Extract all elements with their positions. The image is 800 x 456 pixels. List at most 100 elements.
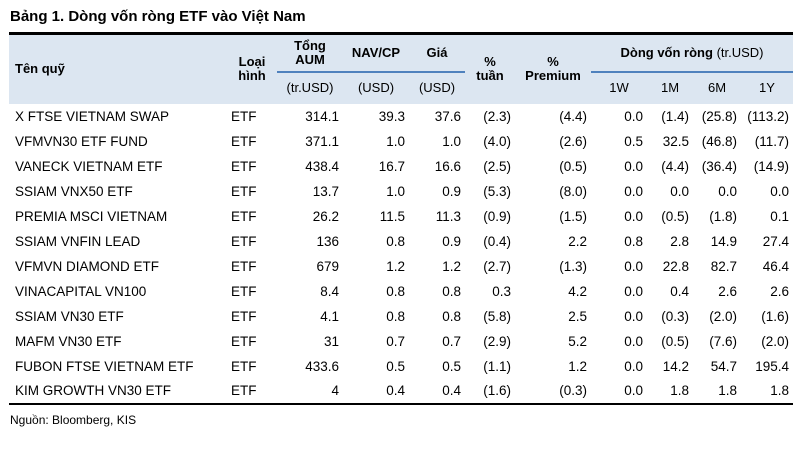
week-change-cell: (2.3) (483, 108, 511, 124)
week-change-cell: (4.0) (483, 133, 511, 149)
price-cell: 11.3 (435, 208, 461, 224)
flow-1w-cell: 0.0 (624, 283, 643, 299)
nav-cell: 1.0 (386, 133, 405, 149)
fund-name-cell: VANECK VIETNAM ETF (15, 158, 163, 174)
flow-6m-cell: 2.6 (718, 283, 737, 299)
flow-6m-cell: 82.7 (710, 258, 737, 274)
nav-cell: 0.8 (386, 283, 405, 299)
table-row: FUBON FTSE VIETNAM ETF ETF 433.6 0.5 0.5… (9, 354, 793, 379)
col-header-week-line2: tuần (476, 68, 504, 84)
premium-cell: 5.2 (568, 333, 587, 349)
flow-1m-cell: (0.5) (661, 208, 689, 224)
flow-6m-cell: (2.0) (709, 308, 737, 324)
price-cell: 1.2 (442, 258, 461, 274)
table-row: X FTSE VIETNAM SWAP ETF 314.1 39.3 37.6 … (9, 104, 793, 129)
flow-1m-cell: (4.4) (661, 158, 689, 174)
flow-6m-cell: 54.7 (710, 358, 737, 374)
col-header-aum: Tổng AUM (277, 33, 343, 73)
premium-cell: (2.6) (559, 133, 587, 149)
flow-1m-cell: (1.4) (661, 108, 689, 124)
flow-1y-cell: 2.6 (770, 283, 790, 299)
fund-name-cell: MAFM VN30 ETF (15, 333, 122, 349)
col-subheader-price-unit: (USD) (409, 71, 465, 104)
col-header-net-flow-label: Dòng vốn ròng (620, 44, 713, 60)
premium-cell: (0.3) (559, 383, 587, 398)
nav-cell: 11.5 (379, 208, 405, 224)
fund-name-cell: SSIAM VNX50 ETF (15, 183, 133, 199)
aum-cell: 4.1 (320, 308, 339, 324)
report-page: Bảng 1. Dòng vốn ròng ETF vào Việt Nam T… (0, 8, 800, 427)
flow-6m-cell: (1.8) (709, 208, 737, 224)
col-header-week-line1: % (484, 54, 496, 70)
week-change-cell: 0.3 (492, 283, 511, 299)
fund-name-cell: X FTSE VIETNAM SWAP (15, 108, 170, 124)
nav-cell: 39.3 (378, 108, 405, 124)
col-subheader-6m: 6M (693, 71, 741, 104)
flow-1m-cell: 2.8 (670, 233, 689, 249)
flow-1y-cell: (11.7) (754, 133, 790, 149)
col-header-net-flow-group: Dòng vốn ròng (tr.USD) (591, 33, 794, 73)
col-subheader-aum-unit: (tr.USD) (277, 71, 343, 104)
col-header-week-change: % tuần (465, 33, 515, 104)
nav-cell: 1.2 (386, 258, 405, 274)
col-header-net-flow-unit: (tr.USD) (716, 44, 764, 60)
table-body: X FTSE VIETNAM SWAP ETF 314.1 39.3 37.6 … (9, 104, 793, 404)
price-cell: 0.8 (442, 283, 461, 299)
premium-cell: (1.5) (559, 208, 587, 224)
fund-type-cell: ETF (231, 258, 257, 274)
week-change-cell: (1.1) (483, 358, 511, 374)
flow-1m-cell: 0.4 (670, 283, 689, 299)
week-change-cell: (5.8) (483, 308, 511, 324)
col-header-premium-line1: % (547, 54, 559, 70)
flow-1m-cell: 0.0 (670, 183, 689, 199)
table-row: VANECK VIETNAM ETF ETF 438.4 16.7 16.6 (… (9, 154, 793, 179)
fund-type-cell: ETF (231, 333, 257, 349)
flow-6m-cell: 1.8 (718, 383, 737, 398)
nav-cell: 0.4 (386, 383, 405, 398)
flow-1w-cell: 0.0 (624, 333, 643, 349)
flow-1y-cell: (113.2) (747, 108, 790, 124)
col-header-aum-line1: Tổng (294, 37, 326, 53)
flow-1w-cell: 0.0 (624, 383, 643, 398)
price-cell: 0.7 (442, 333, 461, 349)
fund-type-cell: ETF (231, 283, 257, 299)
col-header-price: Giá (409, 33, 465, 73)
aum-cell: 13.7 (312, 183, 339, 199)
flow-1y-cell: 0.0 (770, 183, 790, 199)
fund-name-cell: SSIAM VN30 ETF (15, 308, 124, 324)
flow-1w-cell: 0.8 (624, 233, 643, 249)
flow-1m-cell: 32.5 (662, 133, 689, 149)
col-header-nav: NAV/CP (343, 33, 409, 73)
fund-type-cell: ETF (231, 158, 257, 174)
fund-type-cell: ETF (231, 108, 257, 124)
flow-1m-cell: 1.8 (670, 383, 689, 398)
fund-name-cell: KIM GROWTH VN30 ETF (15, 383, 172, 398)
premium-cell: 2.5 (568, 308, 587, 324)
table-row: SSIAM VNFIN LEAD ETF 136 0.8 0.9 (0.4) 2… (9, 229, 793, 254)
flow-1y-cell: 195.4 (755, 358, 790, 374)
week-change-cell: (2.5) (483, 158, 511, 174)
col-header-premium: % Premium (515, 33, 591, 104)
fund-name-cell: PREMIA MSCI VIETNAM (15, 208, 168, 224)
fund-type-cell: ETF (231, 208, 257, 224)
flow-1w-cell: 0.0 (624, 108, 643, 124)
fund-type-cell: ETF (231, 358, 257, 374)
flow-1m-cell: 22.8 (662, 258, 689, 274)
col-subheader-nav-unit: (USD) (343, 71, 409, 104)
fund-name-cell: VFMVN DIAMOND ETF (15, 258, 159, 274)
flow-1y-cell: (2.0) (761, 333, 790, 349)
col-header-fund-name-label: Tên quỹ (15, 61, 65, 77)
table-row: VFMVN30 ETF FUND ETF 371.1 1.0 1.0 (4.0)… (9, 129, 793, 154)
flow-1y-cell: (14.9) (753, 158, 790, 174)
table-row: VINACAPITAL VN100 ETF 8.4 0.8 0.8 0.3 4.… (9, 279, 793, 304)
col-header-fund-name: Tên quỹ (9, 33, 227, 104)
nav-cell: 0.8 (386, 233, 405, 249)
nav-cell: 0.7 (386, 333, 405, 349)
flow-1m-cell: 14.2 (662, 358, 689, 374)
flow-1w-cell: 0.0 (624, 308, 643, 324)
week-change-cell: (5.3) (483, 183, 511, 199)
aum-cell: 26.2 (312, 208, 339, 224)
week-change-cell: (1.6) (483, 383, 511, 398)
col-header-fund-type: Loại hình (227, 33, 277, 104)
table-header: Tên quỹ Loại hình Tổng AUM NAV/CP Giá % (9, 33, 794, 104)
